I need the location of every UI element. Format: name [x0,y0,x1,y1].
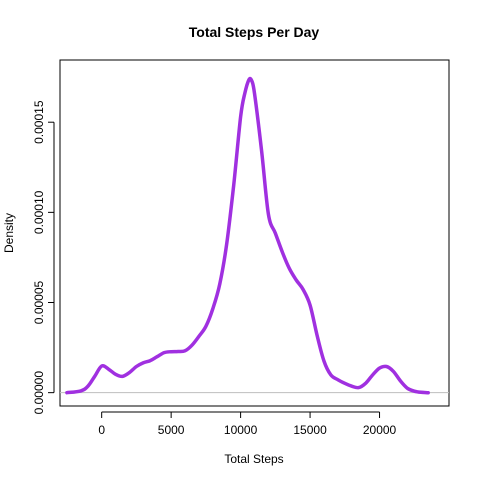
x-tick-label: 10000 [224,423,258,437]
x-tick-label: 0 [98,423,105,437]
plot-frame [59,59,450,407]
y-tick-label: 0.00010 [32,190,46,234]
density-line [65,76,430,395]
density-curve-group [65,76,430,395]
y-axis: 0.00000 0.00005 0.00010 0.00015 [32,100,55,415]
y-tick-label: 0.00000 [32,371,46,415]
x-axis: 0 5000 10000 15000 20000 [98,411,397,437]
y-axis-label: Density [2,213,16,253]
y-tick-label: 0.00015 [32,100,46,144]
x-tick-label: 20000 [363,423,397,437]
x-axis-label: Total Steps [224,452,283,466]
chart-title: Total Steps Per Day [189,24,320,40]
y-tick-label: 0.00005 [32,280,46,324]
x-tick-label: 15000 [293,423,327,437]
x-tick-label: 5000 [158,423,185,437]
